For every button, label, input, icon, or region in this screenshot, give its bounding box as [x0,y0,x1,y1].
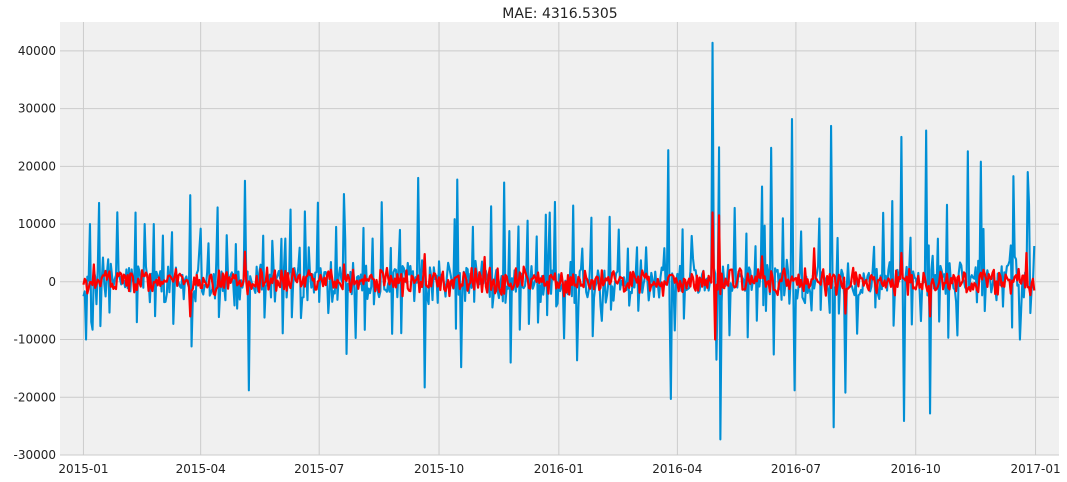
y-tick-label: 20000 [18,159,56,173]
x-tick-label: 2015-07 [294,462,344,476]
y-tick-label: 10000 [18,217,56,231]
x-tick-label: 2015-10 [414,462,464,476]
x-tick-label: 2015-01 [58,462,108,476]
y-tick-label: 30000 [18,102,56,116]
x-tick-label: 2016-04 [652,462,702,476]
y-tick-label: -20000 [13,390,56,404]
y-tick-label: 0 [48,275,56,289]
series-line-red [82,211,1036,341]
x-tick-label: 2017-01 [1010,462,1060,476]
x-tick-label: 2015-04 [176,462,226,476]
y-tick-label: -30000 [13,448,56,462]
x-tick-label: 2016-07 [771,462,821,476]
plot-area [60,22,1059,455]
x-tick-label: 2016-10 [891,462,941,476]
x-tick-label: 2016-01 [534,462,584,476]
y-tick-label: -10000 [13,333,56,347]
y-tick-label: 40000 [18,44,56,58]
series-lines [82,41,1036,441]
axis-labels: 2015-01 2015-04 2015-07 2015-10 2016-01 2016-… [13,44,1060,476]
chart-title: MAE: 4316.5305 [502,6,617,22]
